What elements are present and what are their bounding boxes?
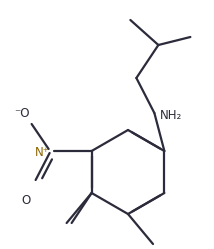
Text: ⁻O: ⁻O [15, 107, 30, 120]
Text: NH₂: NH₂ [160, 109, 183, 122]
Text: O: O [21, 194, 30, 207]
Text: N⁺: N⁺ [35, 145, 50, 159]
